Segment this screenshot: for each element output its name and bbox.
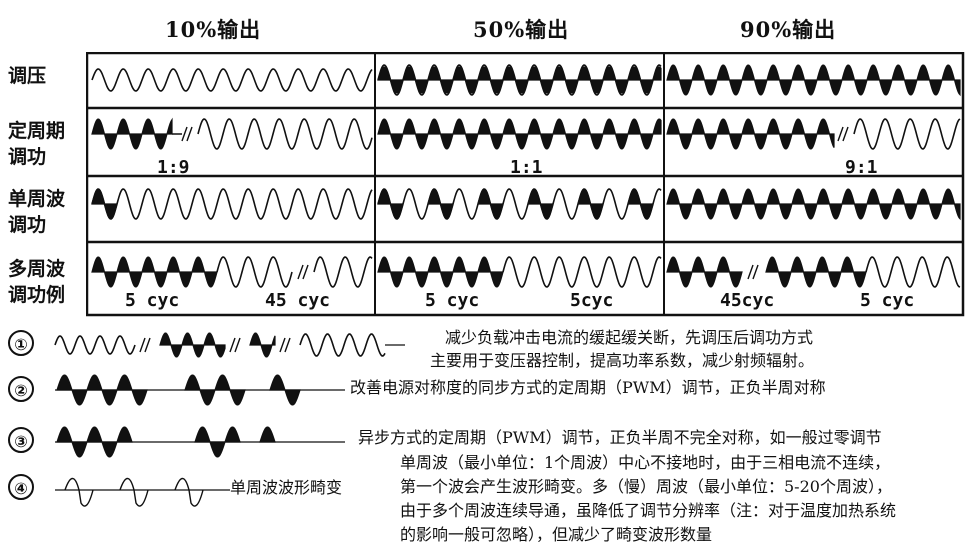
fixed-period-off-10 — [197, 118, 373, 150]
multi-cycle-on-90b — [765, 256, 867, 288]
multi-cycle-off-10b — [313, 256, 373, 288]
cycle-label-45: 45 cyc — [265, 290, 331, 311]
legend-number-4: ④ — [8, 474, 34, 500]
double-slash-break-icon — [297, 264, 309, 280]
legend2-burst-3 — [269, 374, 301, 406]
multi-cycle-off-50 — [502, 256, 662, 288]
legend-text-4: 单周波波形畸变 — [230, 478, 343, 497]
legend-text-2: 改善电源对称度的同步方式的定周期（PWM）调节，正负半周对称 — [350, 378, 826, 397]
double-slash-break-icon — [181, 126, 193, 142]
legend-number-3: ③ — [8, 427, 34, 453]
double-slash-break-icon — [229, 337, 241, 353]
paragraph-line-3: 由于多个周波连续导通，虽降低了调节分辨率（注：对于温度加热系统 — [400, 501, 897, 520]
legend3-burst-3 — [259, 426, 276, 443]
legend-text-3: 异步方式的定周期（PWM）调节，正负半周不完全对称，如一般过零调节 — [358, 428, 882, 447]
cycle-label-5-mid: 5 cyc — [425, 290, 480, 311]
voltage-wave-50-outline — [377, 64, 662, 96]
multi-cycle-on-90 — [666, 256, 743, 288]
single-cycle-90 — [666, 188, 961, 221]
legend-waveforms — [54, 332, 405, 507]
multi-cycle-on-50 — [377, 256, 504, 288]
legend-number-2: ② — [8, 376, 34, 402]
double-slash-break-icon — [139, 337, 151, 353]
double-slash-break-icon — [279, 337, 291, 353]
legend1-filled-wave — [159, 332, 226, 358]
row-label-single-cycle-b: 调功 — [8, 214, 47, 236]
legend1-small-wave — [54, 335, 136, 355]
paragraph-line-1: 单周波（最小单位：1个周波）中心不接地时，由于三相电流不连续， — [400, 453, 891, 472]
legend1-filled-wave-2 — [249, 332, 276, 358]
cycle-label-5cyc: 5cyc — [570, 290, 614, 311]
legend-number-1: ① — [8, 330, 34, 356]
row-label-single-cycle-a: 单周波 — [8, 188, 66, 210]
header-90pct: 90%输出 — [740, 17, 837, 42]
single-cycle-on-50 — [627, 188, 654, 220]
cycle-label-5-right: 5 cyc — [860, 290, 915, 311]
header-10pct: 10%输出 — [165, 17, 262, 42]
legend2-burst-1 — [56, 374, 148, 406]
paragraph-line-2: 第一个波会产生波形畸变。多（慢）周波（最小单位：5-20个周波）， — [400, 477, 892, 496]
row-label-fixed-period-b: 调功 — [8, 146, 47, 168]
legend2-burst-2 — [184, 374, 246, 406]
legend1-end-wave — [299, 333, 386, 357]
ratio-label-9-1: 9:1 — [845, 157, 878, 178]
single-cycle-on-50 — [477, 188, 504, 220]
row-label-multi-cycle-b: 调功例 — [8, 284, 66, 306]
legend4-distorted-cycle — [174, 477, 204, 507]
fixed-period-off-90 — [853, 118, 961, 150]
single-cycle-on-50 — [527, 188, 554, 220]
legend-text-1a: 减少负载冲击电流的缓起缓关断，先调压后调功方式 — [445, 328, 814, 347]
paragraph-line-4: 的影响一般可忽略），但减少了畸变波形数量 — [400, 525, 713, 544]
single-cycle-on-50 — [427, 188, 454, 220]
cycle-label-45cyc: 45cyc — [720, 290, 775, 311]
single-cycle-on-50 — [377, 188, 404, 220]
voltage-wave-90 — [666, 64, 961, 97]
single-cycle-on-50 — [577, 188, 604, 220]
multi-cycle-off-90 — [865, 256, 961, 288]
single-cycle-on-10 — [91, 188, 118, 220]
legend3-burst-1 — [56, 426, 133, 458]
waveform-grid — [86, 52, 965, 317]
legend3-burst-2 — [194, 426, 241, 458]
double-slash-break-icon — [837, 126, 849, 142]
legend4-distorted-cycle — [64, 477, 94, 507]
fixed-period-on-10 — [91, 117, 173, 150]
legend-text-1b: 主要用于变压器控制，提高功率系数，减少射频辐射。 — [430, 351, 815, 370]
fixed-period-on-50 — [377, 118, 662, 150]
single-cycle-50 — [377, 188, 662, 220]
row-label-multi-cycle-a: 多周波 — [8, 258, 66, 280]
voltage-wave-10 — [91, 68, 373, 92]
row-label-fixed-period-a: 定周期 — [8, 120, 66, 142]
header-50pct: 50%输出 — [473, 17, 570, 42]
row-label-voltage: 调压 — [8, 65, 47, 87]
ratio-label-1-1: 1:1 — [510, 157, 543, 178]
multi-cycle-off-10 — [216, 256, 293, 288]
cycle-label-5: 5 cyc — [125, 290, 180, 311]
multi-cycle-on-10 — [91, 256, 218, 288]
ratio-label-1-9: 1:9 — [157, 157, 190, 178]
single-cycle-10 — [91, 188, 373, 220]
double-slash-break-icon — [747, 264, 759, 280]
fixed-period-on-90 — [666, 118, 835, 150]
legend4-distorted-cycle — [119, 477, 149, 507]
